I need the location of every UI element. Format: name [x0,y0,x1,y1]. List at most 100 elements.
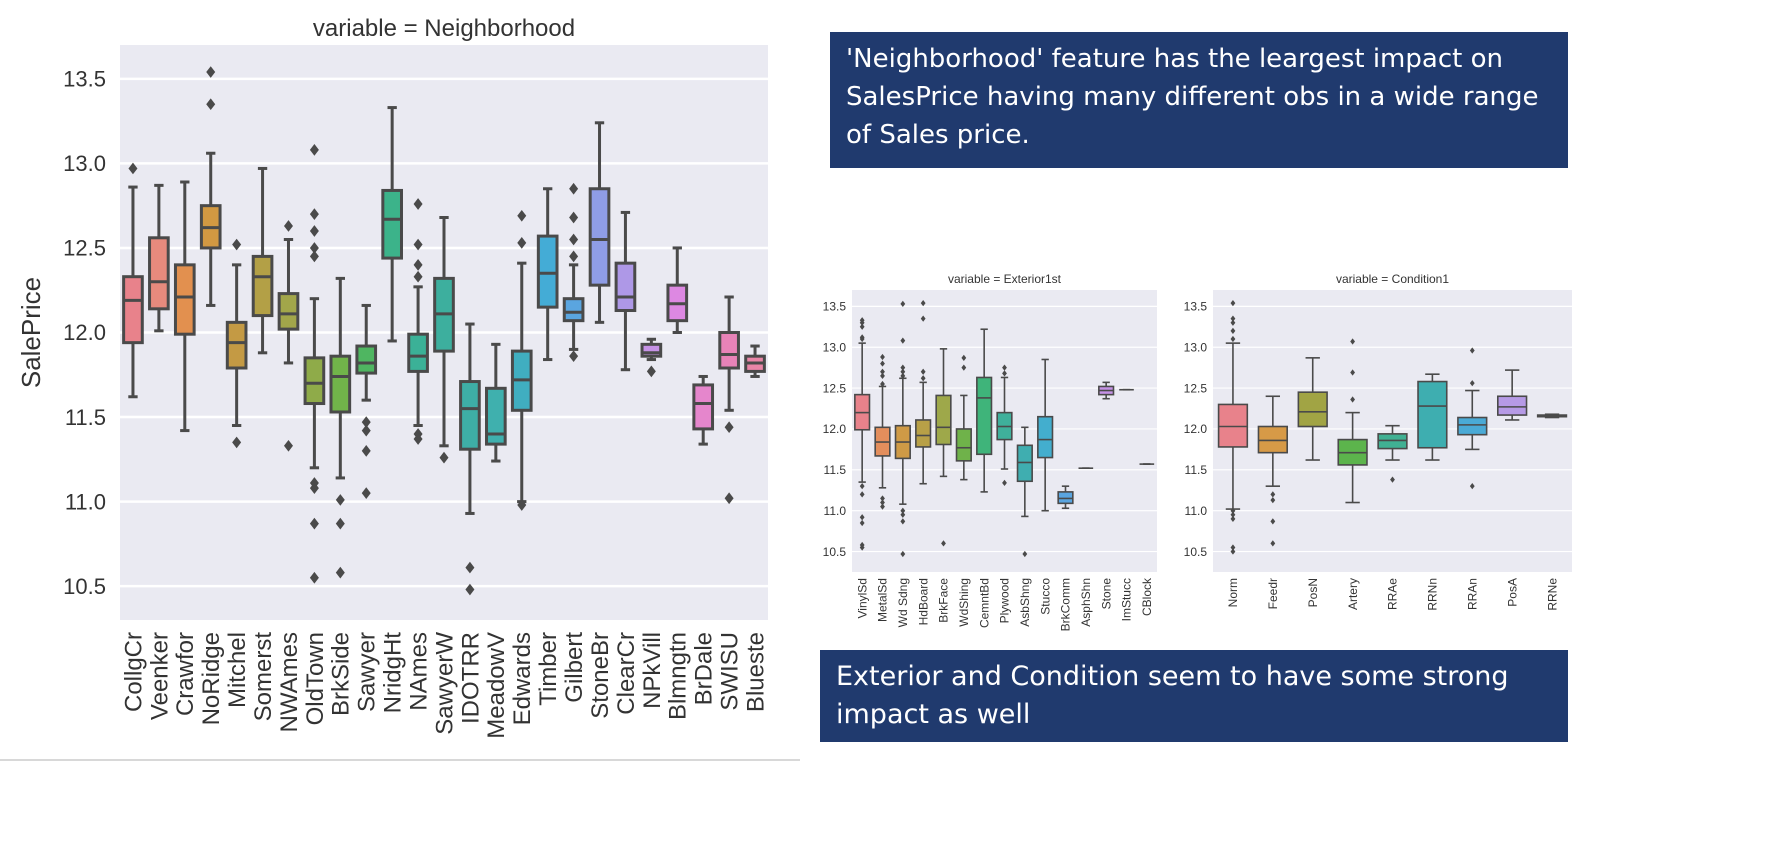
outlier-point [859,519,865,527]
box-Blueste: Blueste [742,344,769,712]
outlier-point [439,451,449,464]
box-SawyerW: SawyerW [431,216,458,735]
outlier-point [1469,380,1475,387]
outlier-point [900,364,906,371]
outlier-point [646,365,656,378]
box-ClearCr: ClearCr [613,210,640,715]
outlier-point [920,368,926,375]
outlier-point [1270,518,1276,525]
iqr-box [1016,444,1033,483]
outlier-point [569,211,579,224]
outlier-point [465,583,475,596]
x-tick-label: Stucco [1038,578,1052,615]
y-axis-label: SalePrice [16,277,46,388]
x-tick-label: RRAe [1386,578,1400,610]
iqr-box [122,275,144,345]
x-tick-label: RRNn [1426,578,1440,611]
box-AsbShng: AsbShng [1016,426,1033,627]
box-Wd Sdng: Wd Sdng [894,300,911,627]
x-tick-label: Gilbert [561,632,588,703]
x-tick-label: Sawyer [354,632,381,712]
outlier-point [517,237,527,249]
boxplot-0: 10.5 11.0 11.5 12.0 12.5 13.0 13.5 variable = N… [16,15,769,739]
iqr-box [1417,380,1448,449]
x-tick-label: SawyerW [431,632,458,735]
outlier-point [309,144,319,156]
iqr-box [407,332,429,373]
iqr-box [1057,491,1074,505]
iqr-box [614,261,637,313]
outlier-point [1230,515,1236,522]
x-tick-label: IDOTRR [457,632,484,724]
x-tick-label: Veenker [146,632,173,720]
x-tick-label: OldTown [302,632,329,725]
y-tick-label: 13.0 [823,340,847,354]
outlier-point [900,368,906,375]
outlier-point [413,270,423,283]
box-BrkComm: BrkComm [1057,485,1074,631]
boxplot-2: 10.5 11.0 11.5 12.0 12.5 13.0 13.5 variable = C… [1184,272,1572,611]
x-tick-label: RRNe [1545,578,1559,611]
box-CollgCr: CollgCr [120,162,147,712]
outlier-point [880,499,885,506]
outlier-point [1022,550,1028,558]
y-tick-label: 12.0 [823,422,847,436]
y-tick-label: 13.5 [63,67,106,92]
outlier-point [283,439,293,452]
outlier-point [880,380,885,388]
box-NPkVill: NPkVill [639,337,666,709]
x-tick-label: MetalSd [876,578,890,622]
outlier-point [232,436,242,449]
outlier-point [880,368,885,375]
x-tick-label: Wd Sdng [896,578,910,627]
outlier-point [361,487,371,500]
iqr-box [1457,416,1488,436]
iqr-box [718,331,740,370]
exterior-condition-note: Exterior and Condition seem to have some… [820,650,1568,742]
iqr-box [1037,415,1054,459]
outlier-point [941,540,946,547]
chart-title: variable = Condition1 [1336,272,1449,286]
outlier-point [206,98,216,111]
outlier-point [859,514,865,521]
x-tick-label: NWAmes [276,632,303,732]
outlier-point [1002,370,1007,377]
outlier-point [724,492,734,505]
y-tick-label: 12.0 [1184,422,1208,436]
x-tick-label: NoRidge [198,632,225,725]
boxplot-1: 10.5 11.0 11.5 12.0 12.5 13.0 13.5 variable = E… [823,272,1157,631]
outlier-point [1002,364,1007,371]
outlier-point [1230,327,1236,334]
y-tick-label: 11.0 [824,504,847,518]
y-tick-label: 11.0 [65,489,106,514]
iqr-box [381,188,403,260]
y-tick-label: 11.5 [1185,463,1208,477]
outlier-point [1469,483,1475,490]
box-AsphShn: AsphShn [1078,467,1094,627]
outlier-point [880,495,885,502]
box-MeadowV: MeadowV [483,342,510,739]
box-IDOTRR: IDOTRR [457,322,484,724]
y-tick-label: 11.5 [824,463,847,477]
iqr-box [173,263,196,336]
x-tick-label: StoneBr [587,632,614,719]
outlier-point [309,250,319,263]
iqr-box [588,187,611,287]
box-WdShing: WdShing [955,354,972,627]
box-StoneBr: StoneBr [587,121,614,719]
outlier-point [859,541,865,549]
outlier-point [859,334,865,341]
box-Gilbert: Gilbert [561,182,588,703]
x-tick-label: PosN [1306,578,1320,607]
box-RRAe: RRAe [1377,424,1408,610]
outlier-point [283,220,293,232]
outlier-point [413,238,423,251]
outlier-point [880,353,885,361]
outlier-point [517,499,527,511]
x-tick-label: Stone [1099,578,1113,610]
outlier-point [900,511,906,518]
outlier-point [1390,476,1395,483]
x-tick-label: Crawfor [172,632,199,716]
outlier-point [1350,396,1356,403]
